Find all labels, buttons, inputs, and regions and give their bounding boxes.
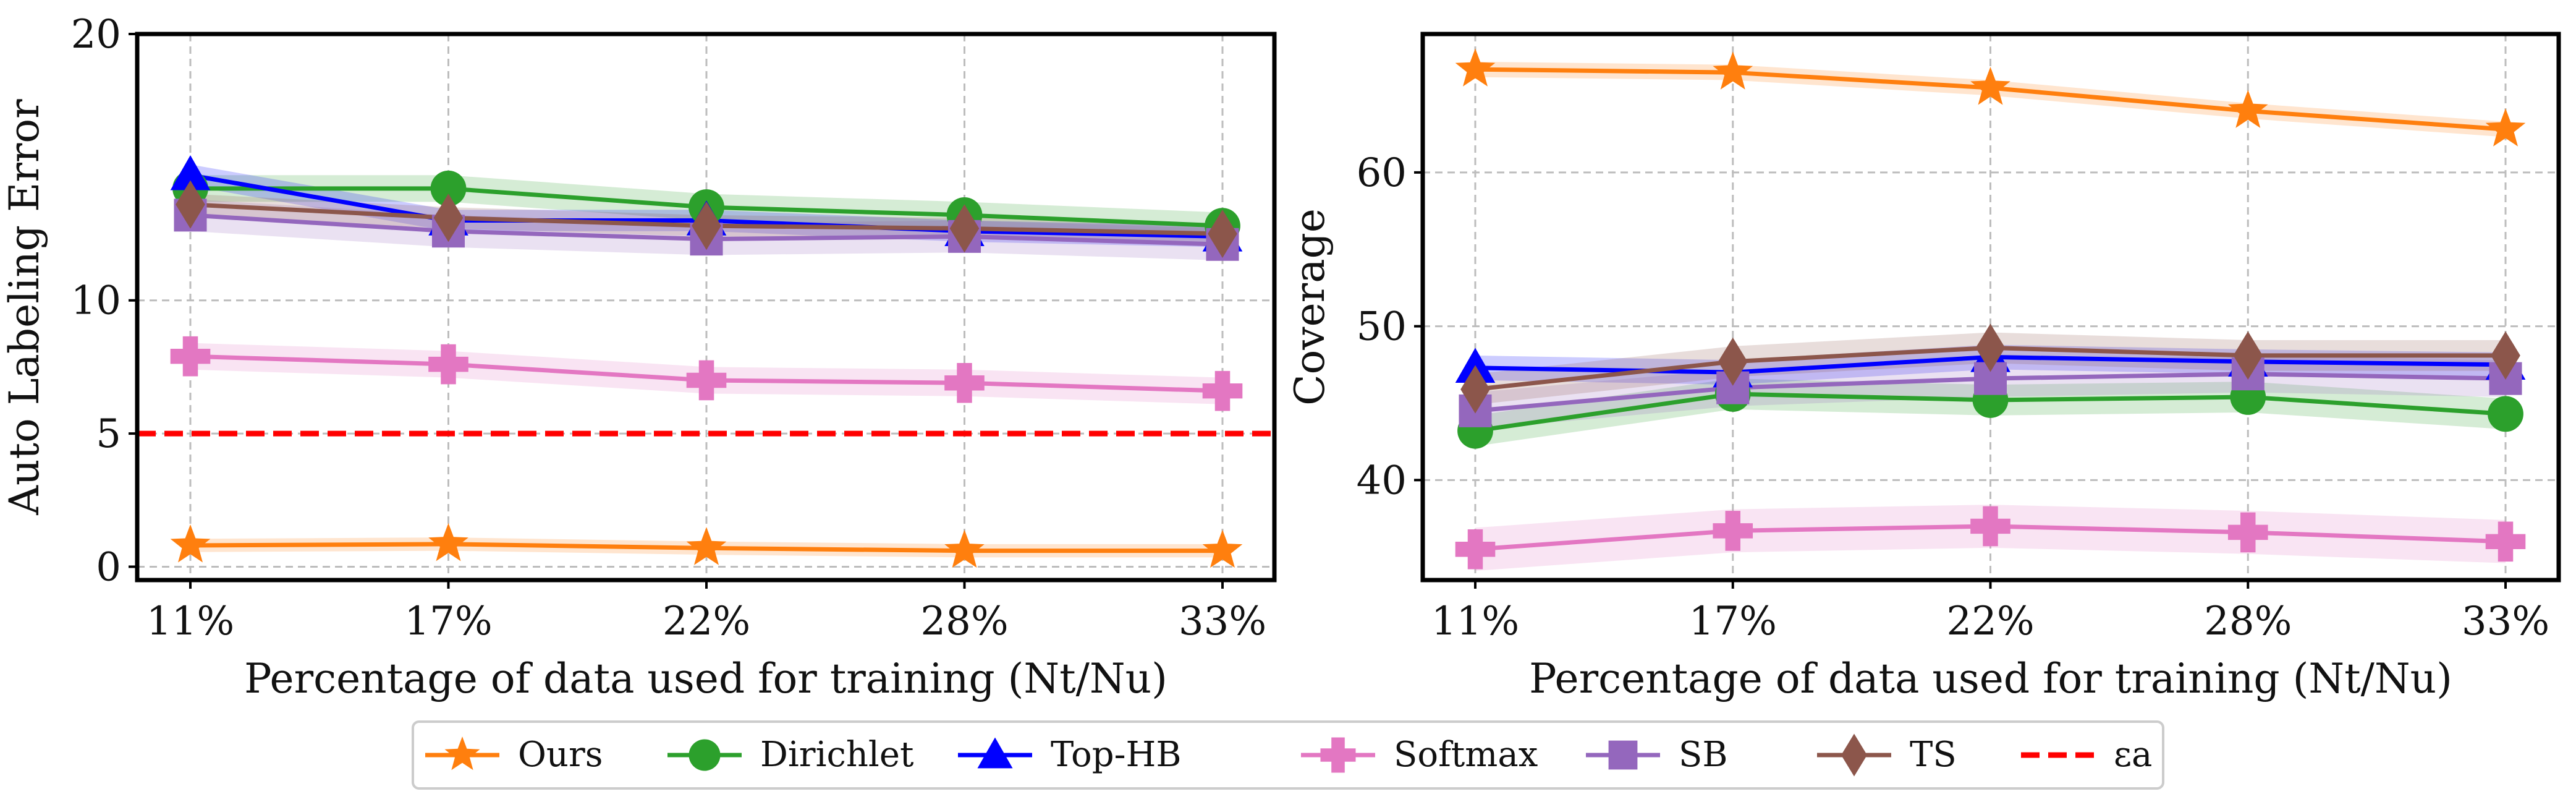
auto-labeling-error-chart: 11% 17% 22% 28% 33% 0 5 10 20 Percentage of data … <box>1 12 1277 702</box>
x-tick-label: 11% <box>146 599 234 644</box>
legend-marker-ts <box>1841 733 1867 777</box>
marker-softmax <box>1455 529 1496 570</box>
legend-item-sb: SB <box>1586 735 1728 775</box>
marker-ts <box>692 202 721 250</box>
legend-label-eps: εa <box>2114 735 2152 775</box>
marker-softmax <box>1713 511 1753 551</box>
legend-label-ours: Ours <box>518 735 603 775</box>
legend-label-tophb: Top-HB <box>1051 735 1181 775</box>
legend-item-softmax: Softmax <box>1301 735 1538 775</box>
y-tick-label: 0 <box>96 544 121 590</box>
x-axis-label: Percentage of data used for training (Nt… <box>1529 655 2452 702</box>
x-tick-label: 28% <box>920 599 1008 644</box>
legend-label-softmax: Softmax <box>1394 735 1538 775</box>
marker-ours <box>944 529 985 568</box>
marker-softmax <box>944 362 985 403</box>
legend: Ours Dirichlet Top-HB Softmax SB TS εa <box>412 720 2164 790</box>
x-tick-label: 11% <box>1431 599 1519 644</box>
marker-softmax <box>1202 370 1243 411</box>
y-tick-label: 10 <box>71 278 121 324</box>
marker-ours <box>2227 90 2268 128</box>
x-tick-label: 33% <box>2462 599 2549 644</box>
marker-ours <box>1713 51 1753 90</box>
marker-dirichlet <box>2488 396 2523 432</box>
x-tick-label: 33% <box>1179 599 1266 644</box>
marker-softmax <box>686 360 727 401</box>
legend-marker-sb <box>1608 740 1638 770</box>
x-tick-label: 28% <box>2204 599 2292 644</box>
marker-ts <box>1208 209 1237 258</box>
marker-softmax <box>2227 512 2268 553</box>
marker-ours <box>686 527 727 565</box>
marker-tophb <box>170 155 211 190</box>
marker-ts <box>1718 337 1748 386</box>
marker-softmax <box>170 336 211 377</box>
legend-label-ts: TS <box>1910 735 1957 775</box>
y-tick-label: 5 <box>96 411 121 457</box>
marker-softmax <box>2485 521 2526 562</box>
legend-item-tophb: Top-HB <box>958 735 1181 775</box>
marker-ts <box>1975 323 2006 372</box>
y-tick-label: 20 <box>71 12 121 58</box>
y-tick-label: 50 <box>1357 304 1407 350</box>
marker-ts <box>433 194 464 242</box>
legend-item-dirichlet: Dirichlet <box>667 735 914 775</box>
legend-label-sb: SB <box>1679 735 1728 775</box>
legend-marker-ours <box>444 737 480 771</box>
coverage-chart: 11% 17% 22% 28% 33% 40 50 60 Percentage of data … <box>1286 32 2561 702</box>
legend-marker-dirichlet <box>688 739 721 771</box>
marker-ours <box>2485 108 2526 147</box>
marker-softmax <box>428 344 468 385</box>
x-tick-label: 22% <box>663 599 750 644</box>
marker-dirichlet <box>430 170 467 207</box>
y-axis-label: Coverage <box>1286 208 1334 406</box>
legend-item-ours: Ours <box>425 735 603 775</box>
marker-ours <box>1202 529 1243 568</box>
marker-ours <box>428 523 468 561</box>
marker-ours <box>1970 67 2010 105</box>
marker-ts <box>2491 331 2520 380</box>
y-tick-label: 40 <box>1357 458 1407 503</box>
legend-box <box>412 720 2164 790</box>
x-tick-label: 17% <box>1689 599 1777 644</box>
marker-ours <box>170 524 211 563</box>
marker-ts <box>949 204 980 253</box>
legend-label-dirichlet: Dirichlet <box>760 735 914 775</box>
x-tick-label: 17% <box>404 599 492 644</box>
marker-softmax <box>1970 506 2010 547</box>
legend-marker-tophb <box>977 737 1013 769</box>
legend-item-ts: TS <box>1817 733 1957 777</box>
legend-marker-softmax <box>1320 737 1356 773</box>
y-axis-label: Auto Labeling Error <box>1 99 48 516</box>
x-axis-label: Percentage of data used for training (Nt… <box>244 655 1167 702</box>
marker-ours <box>1455 48 1496 87</box>
marker-ts <box>176 180 205 229</box>
marker-ts <box>2233 331 2263 380</box>
marker-ts <box>1460 365 1490 414</box>
legend-item-eps: εa <box>2021 735 2152 775</box>
y-tick-label: 60 <box>1357 150 1407 196</box>
x-tick-label: 22% <box>1946 599 2034 644</box>
